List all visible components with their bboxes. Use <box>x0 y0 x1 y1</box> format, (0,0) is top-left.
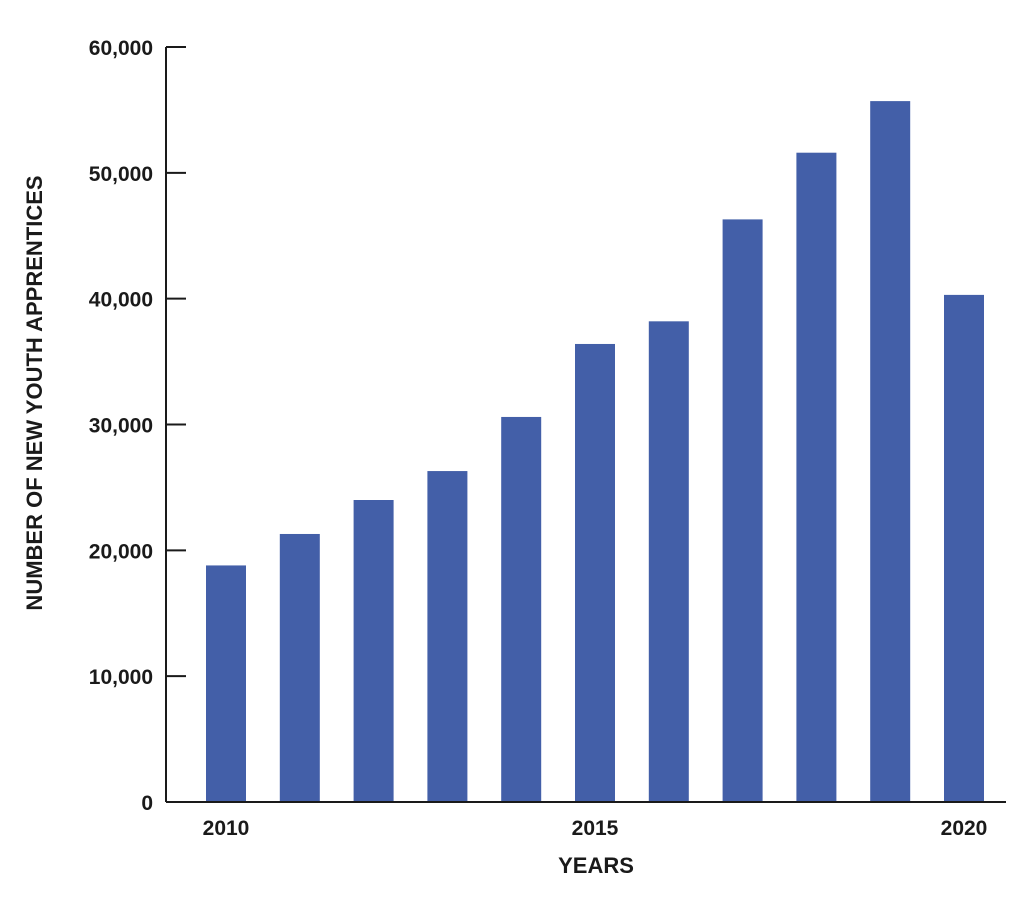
x-tick-label: 2020 <box>941 817 988 840</box>
y-ticks-group: 0 10,000 20,000 30,000 40,000 50,000 60,000 <box>89 37 186 815</box>
x-ticks-group: 2010 2015 2020 <box>203 817 988 840</box>
y-tick-label: 20,000 <box>89 540 153 563</box>
bar-2019 <box>870 101 911 802</box>
bar-2015 <box>575 343 615 802</box>
y-tick-label: 50,000 <box>89 163 153 186</box>
bar-2011 <box>279 533 320 802</box>
x-axis-title: YEARS <box>558 853 634 878</box>
bar-2017 <box>722 219 763 802</box>
x-tick-label: 2010 <box>203 817 250 840</box>
bar-2018 <box>796 152 837 802</box>
bar-2020 <box>944 294 984 802</box>
x-tick-label: 2015 <box>572 817 619 840</box>
bar-2016 <box>648 321 689 802</box>
y-tick-label: 10,000 <box>89 666 153 689</box>
bar-2014 <box>501 416 542 802</box>
bar-2013 <box>427 471 468 802</box>
y-axis-title: NUMBER OF NEW YOUTH APPRENTICES <box>22 175 47 610</box>
y-tick-label: 30,000 <box>89 415 153 438</box>
y-tick-label: 0 <box>141 792 153 815</box>
bar-2010 <box>206 565 246 802</box>
y-tick-label: 60,000 <box>89 37 153 60</box>
bars-group <box>206 101 984 802</box>
y-tick-label: 40,000 <box>89 289 153 312</box>
bar-2012 <box>353 500 394 802</box>
